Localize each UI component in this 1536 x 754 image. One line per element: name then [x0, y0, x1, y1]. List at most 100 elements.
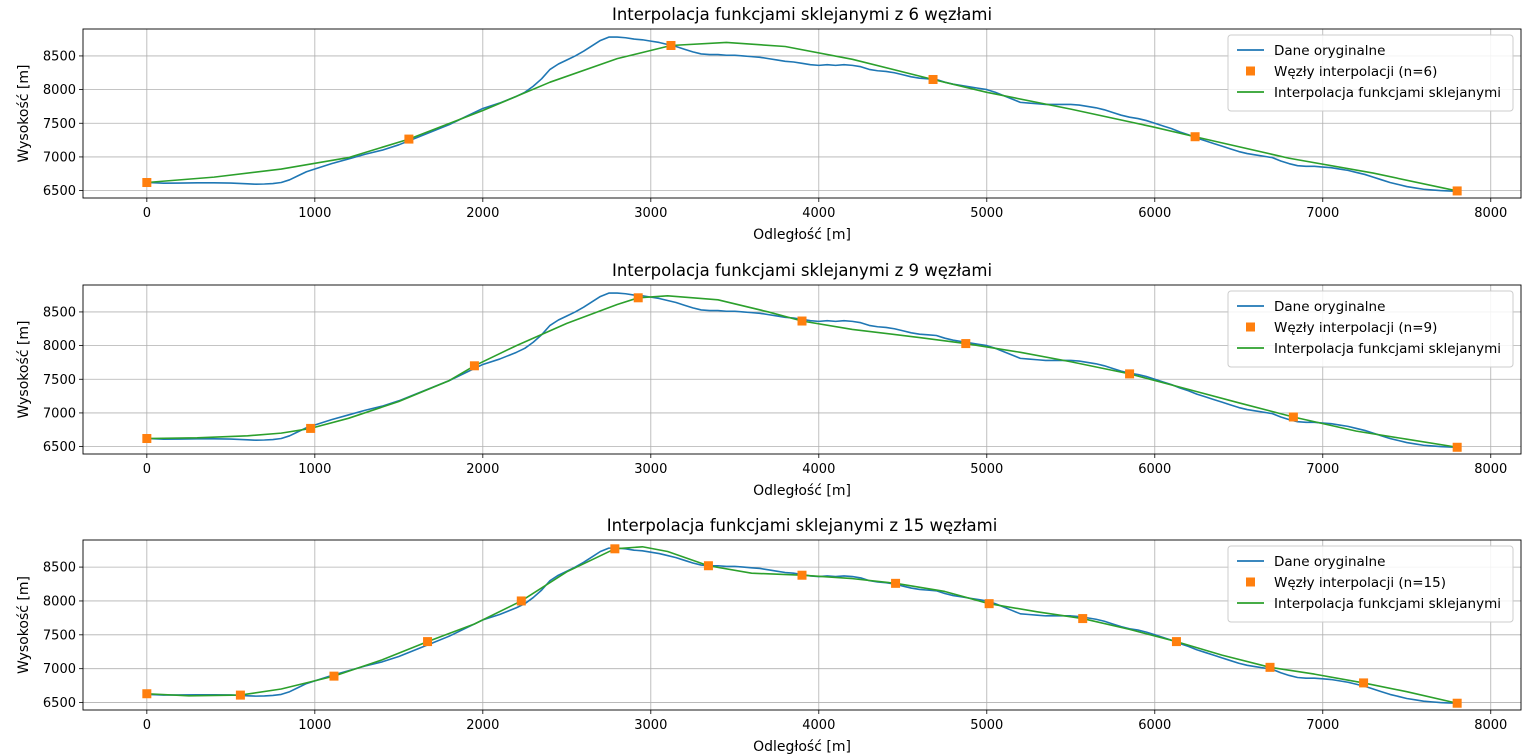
x-tick-label: 0 [143, 462, 151, 477]
x-tick-label: 8000 [1474, 718, 1507, 733]
y-tick-label: 6500 [43, 184, 76, 199]
y-tick-label: 8000 [43, 594, 76, 609]
x-tick-label: 3000 [634, 718, 667, 733]
x-tick-label: 8000 [1474, 206, 1507, 221]
legend-label: Dane oryginalne [1274, 299, 1385, 315]
plot-area [146, 545, 1458, 705]
node-marker [633, 293, 643, 303]
y-tick-label: 7000 [43, 406, 76, 421]
y-tick-label: 7500 [43, 373, 76, 388]
node-marker [797, 570, 807, 580]
x-tick-label: 2000 [466, 206, 499, 221]
node-marker [1288, 412, 1298, 422]
legend-label: Interpolacja funkcjami sklejanymi [1274, 596, 1501, 612]
node-marker [1452, 698, 1462, 708]
legend-label: Interpolacja funkcjami sklejanymi [1274, 341, 1501, 357]
x-tick-label: 5000 [970, 718, 1003, 733]
node-marker [891, 578, 901, 588]
legend: Dane oryginalne Węzły interpolacji (n=9) I… [1227, 290, 1514, 368]
node-marker [1171, 637, 1181, 647]
node-marker [797, 316, 807, 326]
x-tick-label: 1000 [298, 462, 331, 477]
y-tick-label: 6500 [43, 696, 76, 711]
node-marker [306, 423, 316, 433]
x-tick-label: 6000 [1138, 206, 1171, 221]
y-tick-label: 8000 [43, 339, 76, 354]
x-axis-label: Odległość [m] [753, 227, 851, 243]
node-marker [703, 561, 713, 571]
series-line-original [146, 36, 1458, 193]
legend-label: Dane oryginalne [1274, 43, 1385, 59]
x-axis-label: Odległość [m] [753, 739, 851, 754]
series-line-spline [146, 545, 1458, 705]
node-marker [235, 690, 245, 700]
legend-box [1227, 545, 1514, 623]
legend-marker-swatch [1246, 322, 1255, 332]
node-marker [469, 361, 479, 371]
x-tick-label: 5000 [970, 462, 1003, 477]
y-tick-label: 7000 [43, 662, 76, 677]
x-tick-label: 1000 [298, 718, 331, 733]
x-tick-label: 3000 [634, 206, 667, 221]
x-tick-label: 4000 [802, 718, 835, 733]
y-tick-label: 8500 [43, 49, 76, 64]
node-marker [1452, 186, 1462, 196]
legend-label: Dane oryginalne [1274, 554, 1385, 570]
legend-box [1227, 290, 1514, 368]
subplot-1: Interpolacja funkcjami sklejanymi z 6 wę… [16, 5, 1522, 243]
node-marker [1265, 662, 1275, 672]
x-tick-label: 2000 [466, 462, 499, 477]
series-line-spline [146, 41, 1458, 192]
y-tick-label: 8000 [43, 83, 76, 98]
x-tick-label: 0 [143, 718, 151, 733]
node-marker [666, 40, 676, 50]
node-marker [329, 671, 339, 681]
x-tick-label: 7000 [1306, 462, 1339, 477]
axes-container: Interpolacja funkcjami sklejanymi z 6 wę… [16, 5, 1522, 754]
axes-frame [82, 284, 1522, 455]
x-tick-label: 6000 [1138, 462, 1171, 477]
node-marker [1190, 132, 1200, 142]
x-tick-label: 2000 [466, 718, 499, 733]
node-marker [1078, 614, 1088, 624]
axes-frame [82, 28, 1522, 199]
node-marker [928, 74, 938, 84]
y-tick-label: 7500 [43, 628, 76, 643]
node-marker [1359, 678, 1369, 688]
legend-box [1227, 34, 1514, 112]
axes-frame [82, 539, 1522, 711]
y-tick-label: 6500 [43, 440, 76, 455]
x-tick-label: 4000 [802, 462, 835, 477]
legend-marker-swatch [1246, 66, 1255, 76]
legend-label: Węzły interpolacji (n=6) [1274, 64, 1437, 80]
x-axis-label: Odległość [m] [753, 483, 851, 499]
node-marker [142, 689, 152, 699]
legend: Dane oryginalne Węzły interpolacji (n=6) I… [1227, 34, 1514, 112]
legend-label: Węzły interpolacji (n=9) [1274, 320, 1437, 336]
y-axis-label: Wysokość [m] [16, 65, 32, 163]
y-tick-label: 8500 [43, 305, 76, 320]
subplot-2: Interpolacja funkcjami sklejanymi z 9 wę… [16, 261, 1522, 499]
node-marker [961, 339, 971, 349]
plot-area [146, 292, 1458, 449]
node-marker [142, 434, 152, 444]
y-tick-label: 8500 [43, 561, 76, 576]
subplot-title: Interpolacja funkcjami sklejanymi z 15 w… [607, 516, 998, 535]
node-marker [984, 599, 994, 609]
x-tick-label: 6000 [1138, 718, 1171, 733]
x-tick-label: 7000 [1306, 718, 1339, 733]
y-axis-label: Wysokość [m] [16, 321, 32, 419]
legend: Dane oryginalne Węzły interpolacji (n=15)… [1227, 545, 1514, 623]
x-tick-label: 8000 [1474, 462, 1507, 477]
y-tick-label: 7000 [43, 150, 76, 165]
node-marker [1452, 442, 1462, 452]
x-tick-label: 3000 [634, 462, 667, 477]
legend-label: Węzły interpolacji (n=15) [1274, 575, 1446, 591]
node-marker [610, 544, 620, 554]
node-marker [423, 637, 433, 647]
x-tick-label: 4000 [802, 206, 835, 221]
plot-area [146, 36, 1458, 193]
x-tick-label: 7000 [1306, 206, 1339, 221]
